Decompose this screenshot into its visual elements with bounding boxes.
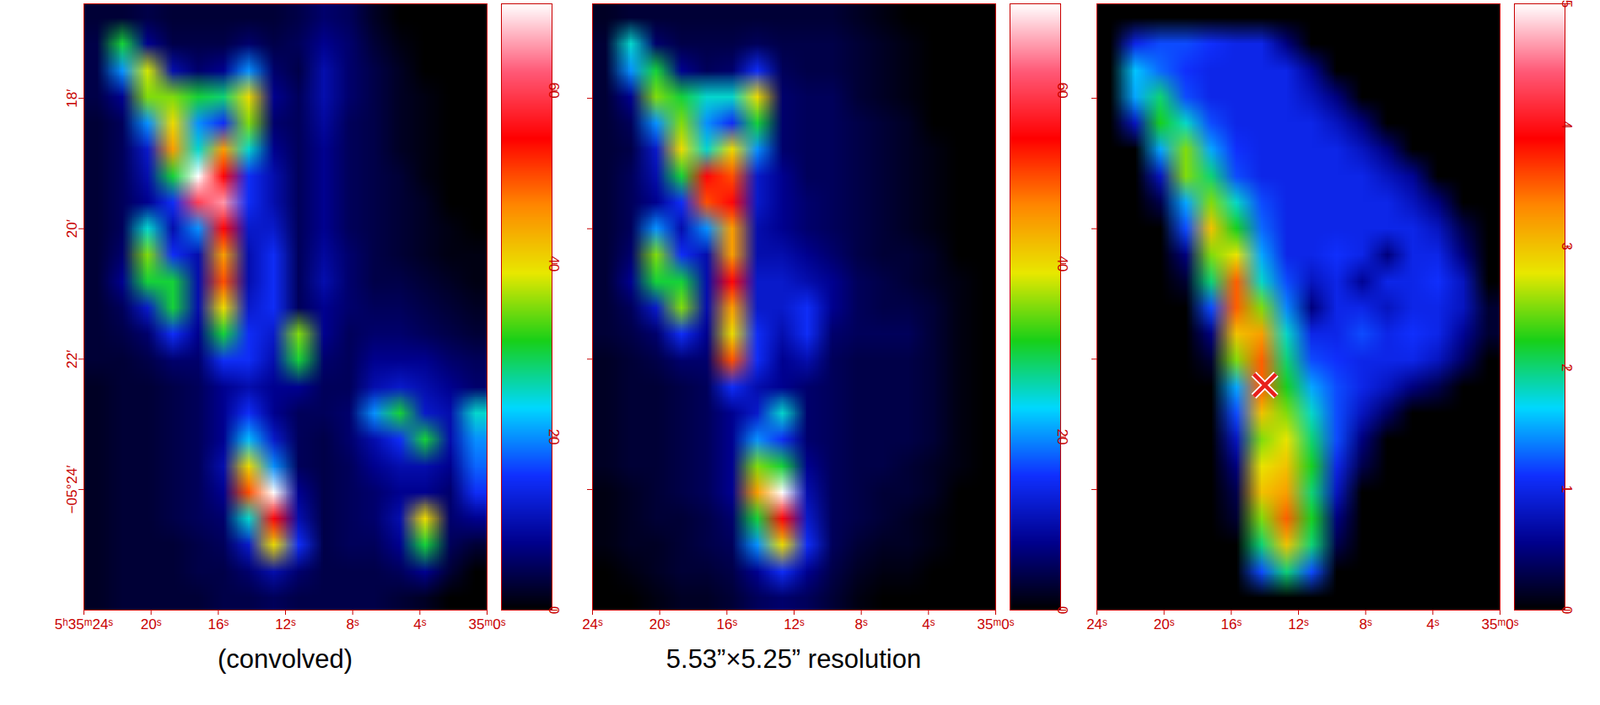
svg-text:35ᵐ0ˢ: 35ᵐ0ˢ [977,616,1015,633]
svg-text:20: 20 [545,429,562,446]
svg-text:24ˢ: 24ˢ [581,616,604,633]
svg-text:0: 0 [1054,606,1071,615]
svg-text:40: 40 [545,255,562,272]
svg-text:16ˢ: 16ˢ [1220,616,1242,633]
html-text:(convolved): (convolved) [217,644,353,674]
svg-text:8ˢ: 8ˢ [1359,616,1373,633]
svg-text:24ˢ: 24ˢ [1086,616,1108,633]
svg-text:16ˢ: 16ˢ [716,616,738,633]
svg-text:4: 4 [1558,121,1575,130]
svg-text:35ᵐ0ˢ: 35ᵐ0ˢ [468,616,507,633]
svg-text:40: 40 [1054,255,1071,272]
svg-text:20′: 20′ [64,219,81,238]
svg-text:4ˢ: 4ˢ [1426,616,1439,633]
svg-text:18′: 18′ [64,89,81,108]
svg-text:20ˢ: 20ˢ [140,616,162,633]
svg-text:8ˢ: 8ˢ [855,616,868,633]
svg-text:35ᵐ0ˢ: 35ᵐ0ˢ [1481,616,1520,633]
svg-text:5ʰ35ᵐ24ˢ: 5ʰ35ᵐ24ˢ [54,616,114,633]
svg-text:12ˢ: 12ˢ [783,616,805,633]
svg-text:5: 5 [1558,0,1575,8]
svg-text:−05°24′: −05°24′ [64,465,81,515]
svg-text:2: 2 [1558,363,1575,372]
svg-text:12ˢ: 12ˢ [274,616,297,633]
svg-text:12ˢ: 12ˢ [1287,616,1310,633]
svg-text:4ˢ: 4ˢ [413,616,426,633]
svg-text:20: 20 [1054,429,1071,446]
svg-text:4ˢ: 4ˢ [921,616,935,633]
svg-text:16ˢ: 16ˢ [207,616,229,633]
svg-text:20ˢ: 20ˢ [649,616,671,633]
svg-text:1: 1 [1558,484,1575,493]
svg-text:60: 60 [1054,82,1071,99]
html-text:5.53”×5.25” resolution: 5.53”×5.25” resolution [666,644,922,674]
svg-text:22′: 22′ [64,350,81,369]
svg-text:60: 60 [545,82,562,99]
svg-text:0: 0 [545,606,562,615]
svg-text:20ˢ: 20ˢ [1153,616,1175,633]
svg-text:3: 3 [1558,242,1575,250]
svg-text:0: 0 [1558,606,1575,615]
svg-text:8ˢ: 8ˢ [346,616,360,633]
